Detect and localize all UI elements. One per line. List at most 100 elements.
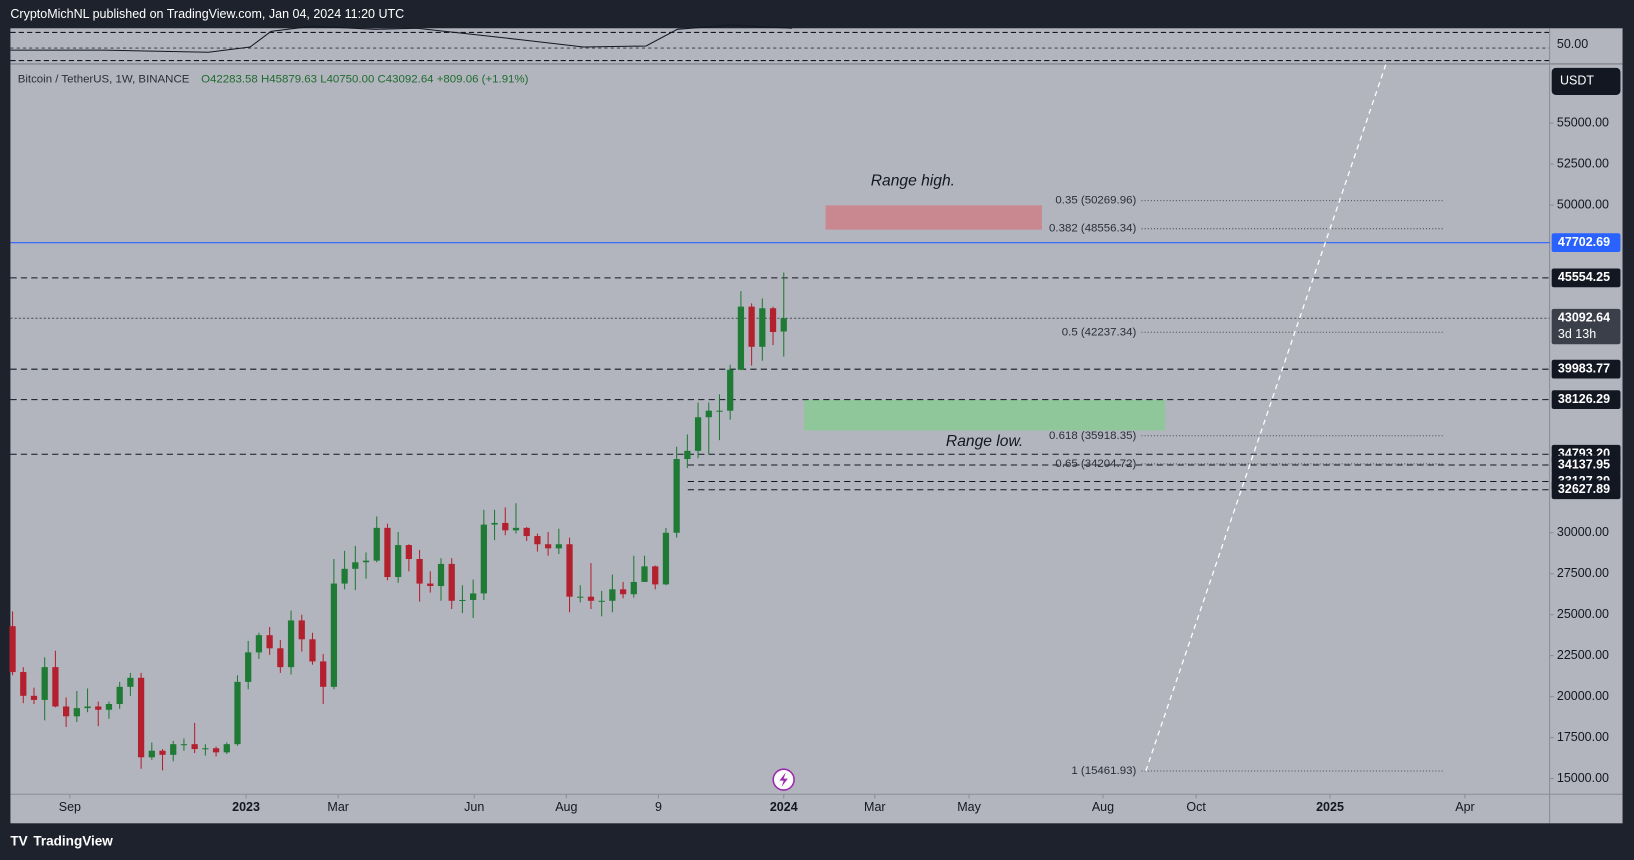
price-badge (1551, 308, 1621, 345)
candle-body (137, 677, 145, 758)
price-badge (1551, 390, 1621, 409)
main-pane (10, 64, 1623, 824)
candle-body (30, 695, 38, 700)
x-tick-label: 9 (655, 800, 662, 814)
brand: TradingView (33, 834, 113, 849)
candle-body (116, 686, 123, 705)
candle-body (9, 626, 16, 673)
price-badge-label: 43092.64 (1558, 311, 1610, 325)
candle-body (148, 750, 155, 758)
y-tick-label: 27500.00 (1557, 566, 1609, 580)
x-tick-label: 2023 (232, 800, 260, 814)
fib-label: 0.618 (35918.35) (1049, 430, 1136, 442)
price-badge (1551, 359, 1621, 379)
x-tick-label: 2024 (770, 800, 798, 814)
candle-body (769, 308, 777, 333)
candle-body (245, 652, 252, 682)
candle-body (609, 589, 616, 601)
candle-body (255, 635, 263, 653)
candle-body (62, 706, 70, 717)
candle-body (577, 596, 584, 598)
y-tick-label: 22500.00 (1557, 648, 1609, 662)
candle-body (20, 672, 27, 696)
candle-body (694, 417, 702, 451)
candle-body (523, 527, 530, 537)
x-tick-label: 2025 (1316, 800, 1344, 814)
y-tick-label: 50000.00 (1557, 197, 1609, 211)
candle-body (705, 410, 712, 418)
countdown: 3d 13h (1558, 327, 1596, 341)
candle-body (223, 744, 230, 753)
candle-body (780, 318, 787, 332)
x-tick-label: Aug (1092, 800, 1114, 814)
candle-body (41, 667, 48, 700)
currency-button[interactable] (1551, 67, 1621, 95)
x-tick-label: Oct (1186, 800, 1206, 814)
candle-body (448, 563, 455, 601)
candle-body (266, 635, 273, 649)
candle-body (555, 544, 562, 549)
candle-body (727, 369, 734, 411)
currency-label[interactable]: USDT (1560, 74, 1594, 88)
candle-body (287, 620, 295, 668)
candle-body (95, 706, 102, 710)
candle-body (341, 568, 348, 584)
candle-body (459, 599, 466, 602)
candle-body (427, 583, 434, 587)
candle-body (159, 750, 166, 755)
candle-body (234, 681, 241, 745)
fib-label: 0.382 (48556.34) (1049, 223, 1136, 235)
price-badge-label: 45554.25 (1558, 270, 1610, 284)
candle-body (362, 560, 370, 563)
candle-body (277, 648, 284, 668)
x-tick-label: Mar (864, 800, 886, 814)
x-tick-label: Mar (327, 800, 349, 814)
candle-body (587, 596, 595, 601)
candle-body (480, 524, 487, 594)
price-badge (1551, 233, 1621, 253)
osc-level-label: 50.00 (1557, 37, 1588, 51)
candle-body (684, 450, 691, 460)
ohlc: O42283.58 H45879.63 L40750.00 C43092.64 … (201, 73, 529, 85)
price-badge (1551, 480, 1621, 500)
candle-body (534, 536, 541, 545)
plot: 15000.00 17500.00 20000.00 22500.00 25000.00… (9, 64, 1621, 814)
fib-label: 0.65 (34204.72) (1055, 458, 1136, 470)
candle-body (598, 600, 605, 602)
candle-body (748, 306, 755, 347)
candle-body (437, 563, 445, 587)
candle-body (630, 581, 637, 595)
candle-body (298, 620, 305, 640)
oscillator-pane (10, 28, 1623, 65)
fib-label: 1 (15461.93) (1071, 765, 1136, 777)
y-tick-label: 52500.00 (1557, 156, 1609, 170)
fib-label: 0.5 (42237.34) (1062, 326, 1137, 338)
candle-body (619, 589, 627, 595)
candle-body (105, 704, 113, 710)
candle-body (673, 459, 680, 533)
price-badge-label: 32627.89 (1558, 482, 1610, 496)
brand-logo: TV (10, 834, 27, 849)
candle-body (202, 748, 209, 750)
y-tick-label: 20000.00 (1557, 689, 1609, 703)
candle-body (170, 744, 177, 755)
candle-body (330, 583, 338, 687)
candle-body (502, 522, 509, 531)
x-tick-label: Apr (1455, 800, 1474, 814)
zone-label: Range low. (946, 433, 1023, 450)
candle-body (716, 410, 723, 412)
candle-body (127, 677, 134, 687)
candle-body (320, 661, 327, 687)
x-tick-label: Aug (555, 800, 577, 814)
y-tick-label: 55000.00 (1557, 115, 1609, 129)
candle-body (191, 744, 198, 750)
price-badge (1551, 455, 1621, 475)
candle-body (470, 593, 477, 600)
candle-body (416, 558, 423, 584)
publisher: CryptoMichNL published on TradingView.co… (10, 7, 404, 21)
x-tick-label: Jun (464, 800, 484, 814)
y-tick-label: 17500.00 (1557, 730, 1609, 744)
x-tick-label: May (957, 800, 981, 814)
candle-body (73, 708, 80, 717)
